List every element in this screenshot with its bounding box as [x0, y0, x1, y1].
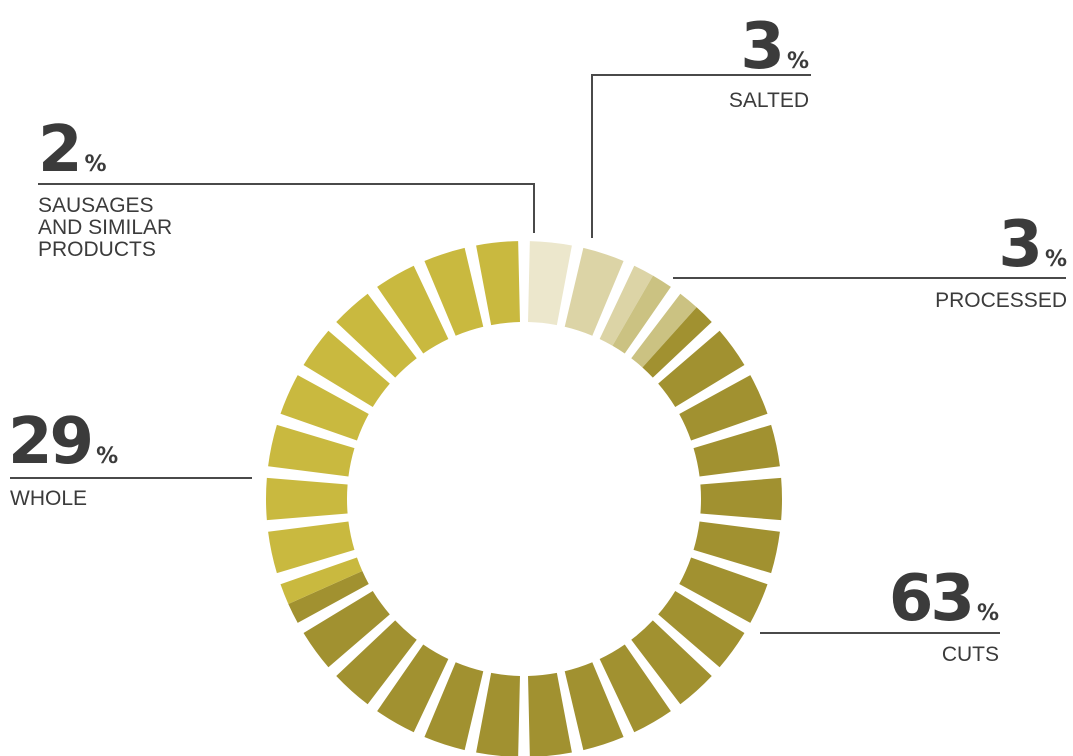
donut-segment-cuts [693, 521, 780, 574]
donut-segment-cuts [303, 590, 390, 668]
donut-segment-whole [424, 247, 484, 336]
donut-segment-cuts [631, 620, 712, 705]
slice-value-number: 3 [998, 208, 1042, 282]
leader-line-cuts [760, 632, 1000, 634]
donut-segment-whole [336, 293, 417, 378]
donut-segment-whole [268, 424, 355, 477]
leader-line-salted [591, 74, 593, 238]
slice-value-number: 2 [38, 113, 82, 187]
leader-line-sausages [533, 183, 535, 233]
donut-segment-whole [266, 477, 348, 521]
leader-line-sausages [38, 183, 534, 185]
donut-segment-salted [564, 247, 624, 336]
slice-label-salted: SALTED [728, 89, 809, 112]
percent-symbol: % [976, 601, 999, 626]
slice-value-number: 29 [8, 405, 94, 479]
donut-segment-cuts [693, 424, 780, 477]
donut-segment-cuts [336, 620, 417, 705]
donut-segment-cuts [658, 330, 745, 408]
donut-segment-whole [303, 330, 390, 408]
percent-symbol: % [1044, 247, 1067, 272]
donut-segment-sausages [528, 241, 572, 326]
donut-segment-whole [280, 557, 363, 604]
leader-line-whole [10, 477, 252, 479]
donut-segment-cuts [642, 307, 712, 378]
donut-segment-cuts [658, 590, 745, 668]
slice-value-number: 63 [888, 562, 975, 636]
slice-label-whole: WHOLE [10, 487, 88, 510]
percent-symbol: % [786, 49, 809, 74]
donut-segment-cuts [424, 662, 484, 751]
donut-segment-cuts [528, 672, 572, 756]
percent-symbol: % [84, 152, 107, 177]
slice-value-whole: 29% [8, 410, 118, 474]
donut-segment-cuts [288, 570, 369, 623]
donut-segment-processed [631, 293, 697, 368]
donut-segment-cuts [679, 375, 768, 441]
donut-segment-whole [268, 521, 355, 574]
donut-segment-cuts [377, 644, 449, 733]
donut-segment-processed [612, 275, 671, 354]
donut-segment-cuts [679, 557, 768, 623]
slice-value-sausages: 2% [38, 118, 107, 182]
slice-value-salted: 3% [740, 15, 809, 79]
donut-segment-whole [280, 375, 369, 441]
slice-label-processed: PROCESSED [935, 289, 1067, 312]
donut-segment-cuts [700, 477, 782, 521]
leader-line-salted [591, 74, 811, 76]
slice-label-cuts: CUTS [941, 643, 999, 666]
slice-value-number: 3 [740, 10, 784, 84]
leader-line-processed [673, 277, 1066, 279]
donut-segment-cuts [476, 672, 520, 756]
percent-symbol: % [96, 444, 119, 469]
donut-segment-whole [377, 265, 449, 354]
slice-label-sausages: SAUSAGES AND SIMILAR PRODUCTS [38, 194, 173, 261]
donut-segment-whole [476, 241, 520, 326]
slice-value-processed: 3% [998, 213, 1067, 277]
slice-value-cuts: 63% [889, 567, 999, 631]
donut-segment-cuts [599, 644, 671, 733]
donut-segment-cuts [564, 662, 624, 751]
donut-segment-salted [599, 265, 653, 346]
